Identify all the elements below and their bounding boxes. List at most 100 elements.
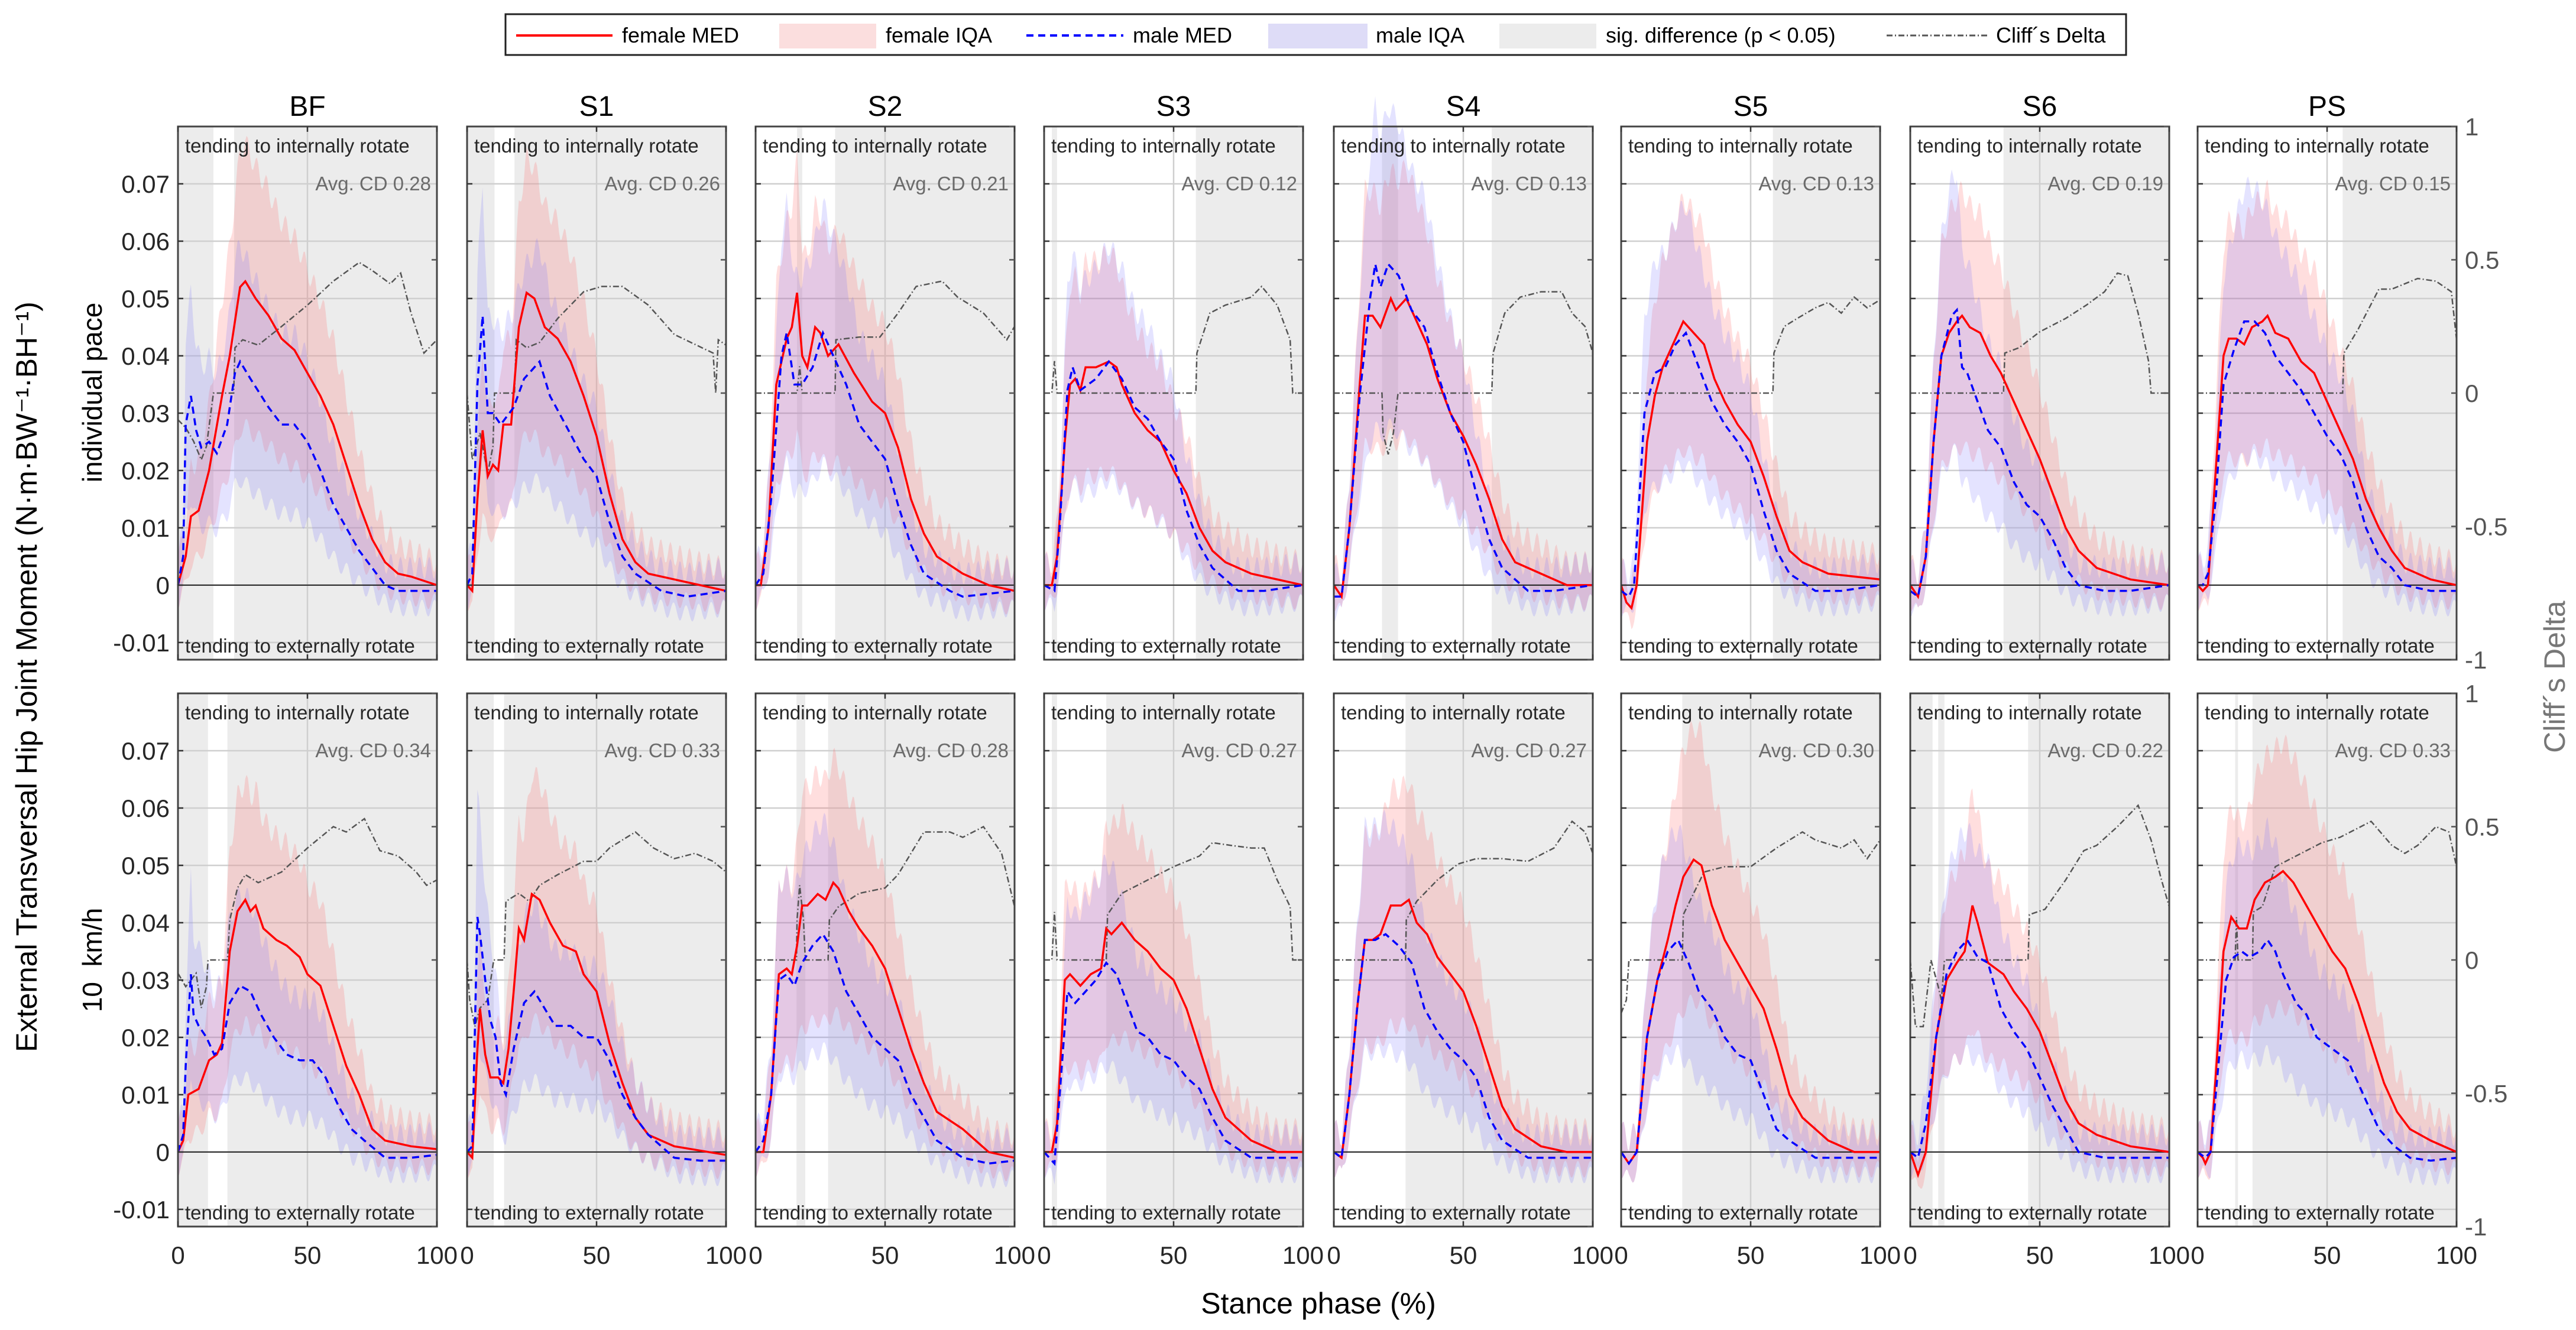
female-iqa-band bbox=[1044, 245, 1303, 611]
female-median-line bbox=[1620, 319, 1881, 611]
x-tick-label: 0 bbox=[1037, 1241, 1051, 1269]
x-tick-label: 0 bbox=[1903, 1241, 1917, 1269]
panel-s4-row2: tending to internally rotate tending to e… bbox=[1327, 692, 1613, 1269]
female-iqa-band bbox=[1910, 181, 2169, 611]
female-median-line bbox=[466, 892, 727, 1160]
sig-difference-region bbox=[2252, 693, 2457, 1227]
cliffs-delta-line bbox=[1910, 272, 2169, 394]
cliffs-delta-line bbox=[466, 831, 727, 1027]
male-iqa-band bbox=[756, 192, 1015, 622]
sig-difference-region bbox=[1773, 126, 1880, 660]
x-tick-label: 100 bbox=[416, 1241, 458, 1269]
x-tick-label: 50 bbox=[294, 1241, 322, 1269]
female-iqa-band bbox=[1621, 721, 1880, 1183]
male-iqa-band bbox=[2198, 176, 2457, 617]
panel-ps-row2: tending to internally rotate tending to e… bbox=[2191, 680, 2507, 1269]
male-iqa-band bbox=[2198, 817, 2457, 1186]
panel-title: S3 bbox=[1156, 91, 1191, 122]
annotation-external: tending to externally rotate bbox=[474, 635, 704, 657]
y-tick-label: 0.02 bbox=[121, 1024, 170, 1052]
annotation-internal: tending to internally rotate bbox=[2205, 702, 2429, 724]
sig-difference-region bbox=[2003, 126, 2169, 660]
panel-s6-row1: tending to internally rotate tending to e… bbox=[1909, 91, 2170, 661]
annotation-external: tending to externally rotate bbox=[1051, 635, 1281, 657]
annotation-external: tending to externally rotate bbox=[474, 1202, 704, 1224]
male-iqa-band bbox=[1044, 854, 1303, 1185]
x-tick-label: 100 bbox=[1282, 1241, 1324, 1269]
cliffs-delta-line bbox=[1044, 285, 1303, 394]
annotation-external: tending to externally rotate bbox=[1341, 1202, 1571, 1224]
male-iqa-band bbox=[467, 789, 726, 1186]
male-iqa-band bbox=[1334, 809, 1593, 1184]
female-median-line bbox=[177, 279, 438, 586]
x-tick-label: 100 bbox=[2149, 1241, 2190, 1269]
x-tick-label: 0 bbox=[749, 1241, 762, 1269]
sig-difference-region bbox=[2342, 126, 2457, 660]
x-tick-label: 0 bbox=[171, 1241, 184, 1269]
female-median-line bbox=[466, 291, 727, 593]
y-tick-label: 0.05 bbox=[121, 285, 170, 313]
avg-cd-label: Avg. CD 0.33 bbox=[604, 739, 720, 761]
male-median-line bbox=[1043, 961, 1303, 1166]
female-iqa-band bbox=[1334, 160, 1593, 611]
male-median-line bbox=[466, 315, 727, 598]
male-median-line bbox=[1909, 307, 2170, 599]
y2-tick-label: 0.5 bbox=[2465, 246, 2499, 274]
male-median-line bbox=[466, 917, 726, 1162]
legend-female-iqa-swatch bbox=[779, 24, 876, 48]
cliffs-delta-line bbox=[1620, 831, 1881, 1014]
avg-cd-label: Avg. CD 0.13 bbox=[1758, 173, 1874, 194]
annotation-external: tending to externally rotate bbox=[185, 1202, 415, 1224]
x-tick-label: 100 bbox=[1859, 1241, 1901, 1269]
sig-difference-region bbox=[2028, 693, 2169, 1227]
annotation-internal: tending to internally rotate bbox=[185, 702, 410, 724]
male-median-line bbox=[1620, 330, 1881, 598]
y-tick-label: 0.05 bbox=[121, 852, 170, 880]
annotation-external: tending to externally rotate bbox=[1917, 1202, 2147, 1224]
male-iqa-band bbox=[1044, 242, 1303, 617]
y2-tick-label: -0.5 bbox=[2465, 1080, 2507, 1108]
y2-tick-label: 0.5 bbox=[2465, 813, 2499, 841]
male-median-line bbox=[754, 932, 1015, 1165]
annotation-internal: tending to internally rotate bbox=[763, 135, 987, 157]
x-tick-label: 50 bbox=[1737, 1241, 1765, 1269]
avg-cd-label: Avg. CD 0.13 bbox=[1471, 173, 1587, 194]
x-tick-label: 100 bbox=[2436, 1241, 2477, 1269]
female-median-line bbox=[1620, 858, 1880, 1166]
annotation-external: tending to externally rotate bbox=[2205, 1202, 2435, 1224]
y2-tick-label: -1 bbox=[2465, 1213, 2487, 1241]
male-iqa-band bbox=[1621, 825, 1880, 1184]
male-median-line bbox=[1334, 262, 1593, 598]
legend-sig-swatch bbox=[1499, 24, 1596, 48]
y-tick-label: 0.04 bbox=[121, 342, 170, 370]
avg-cd-label: Avg. CD 0.28 bbox=[893, 739, 1009, 761]
sig-difference-region bbox=[504, 693, 726, 1227]
panel-s1-row1: tending to internally rotate tending to e… bbox=[466, 91, 727, 661]
annotation-external: tending to externally rotate bbox=[1051, 1202, 1281, 1224]
y-tick-label: 0.07 bbox=[121, 737, 170, 765]
panel-s5-row2: tending to internally rotate tending to e… bbox=[1614, 692, 1901, 1269]
legend-cliffs: Cliff´s Delta bbox=[1996, 23, 2106, 47]
x-tick-label: 0 bbox=[1614, 1241, 1628, 1269]
y-tick-label: 0.01 bbox=[121, 514, 170, 542]
y-axis-title: External Transversal Hip Joint Moment (N… bbox=[10, 301, 43, 1052]
annotation-external: tending to externally rotate bbox=[2205, 635, 2435, 657]
sig-difference-region bbox=[1492, 126, 1593, 660]
male-iqa-band bbox=[178, 239, 437, 617]
y-tick-label: 0.07 bbox=[121, 170, 170, 198]
x-tick-label: 50 bbox=[1160, 1241, 1188, 1269]
sig-difference-region bbox=[514, 126, 726, 660]
sig-difference-region bbox=[1405, 693, 1593, 1227]
cliffs-delta-line bbox=[756, 280, 1016, 394]
female-median-line bbox=[1044, 360, 1304, 586]
male-iqa-band bbox=[178, 867, 437, 1184]
sig-difference-region bbox=[178, 126, 214, 660]
x-tick-label: 50 bbox=[2313, 1241, 2341, 1269]
panel-ps-row1: tending to internally rotate tending to e… bbox=[2196, 91, 2507, 674]
avg-cd-label: Avg. CD 0.30 bbox=[1758, 739, 1874, 761]
sig-difference-region bbox=[1910, 693, 1933, 1227]
y2-tick-label: -0.5 bbox=[2465, 513, 2507, 541]
sig-difference-region bbox=[835, 126, 1015, 660]
male-median-line bbox=[2198, 320, 2457, 592]
male-iqa-band bbox=[1621, 200, 1880, 617]
